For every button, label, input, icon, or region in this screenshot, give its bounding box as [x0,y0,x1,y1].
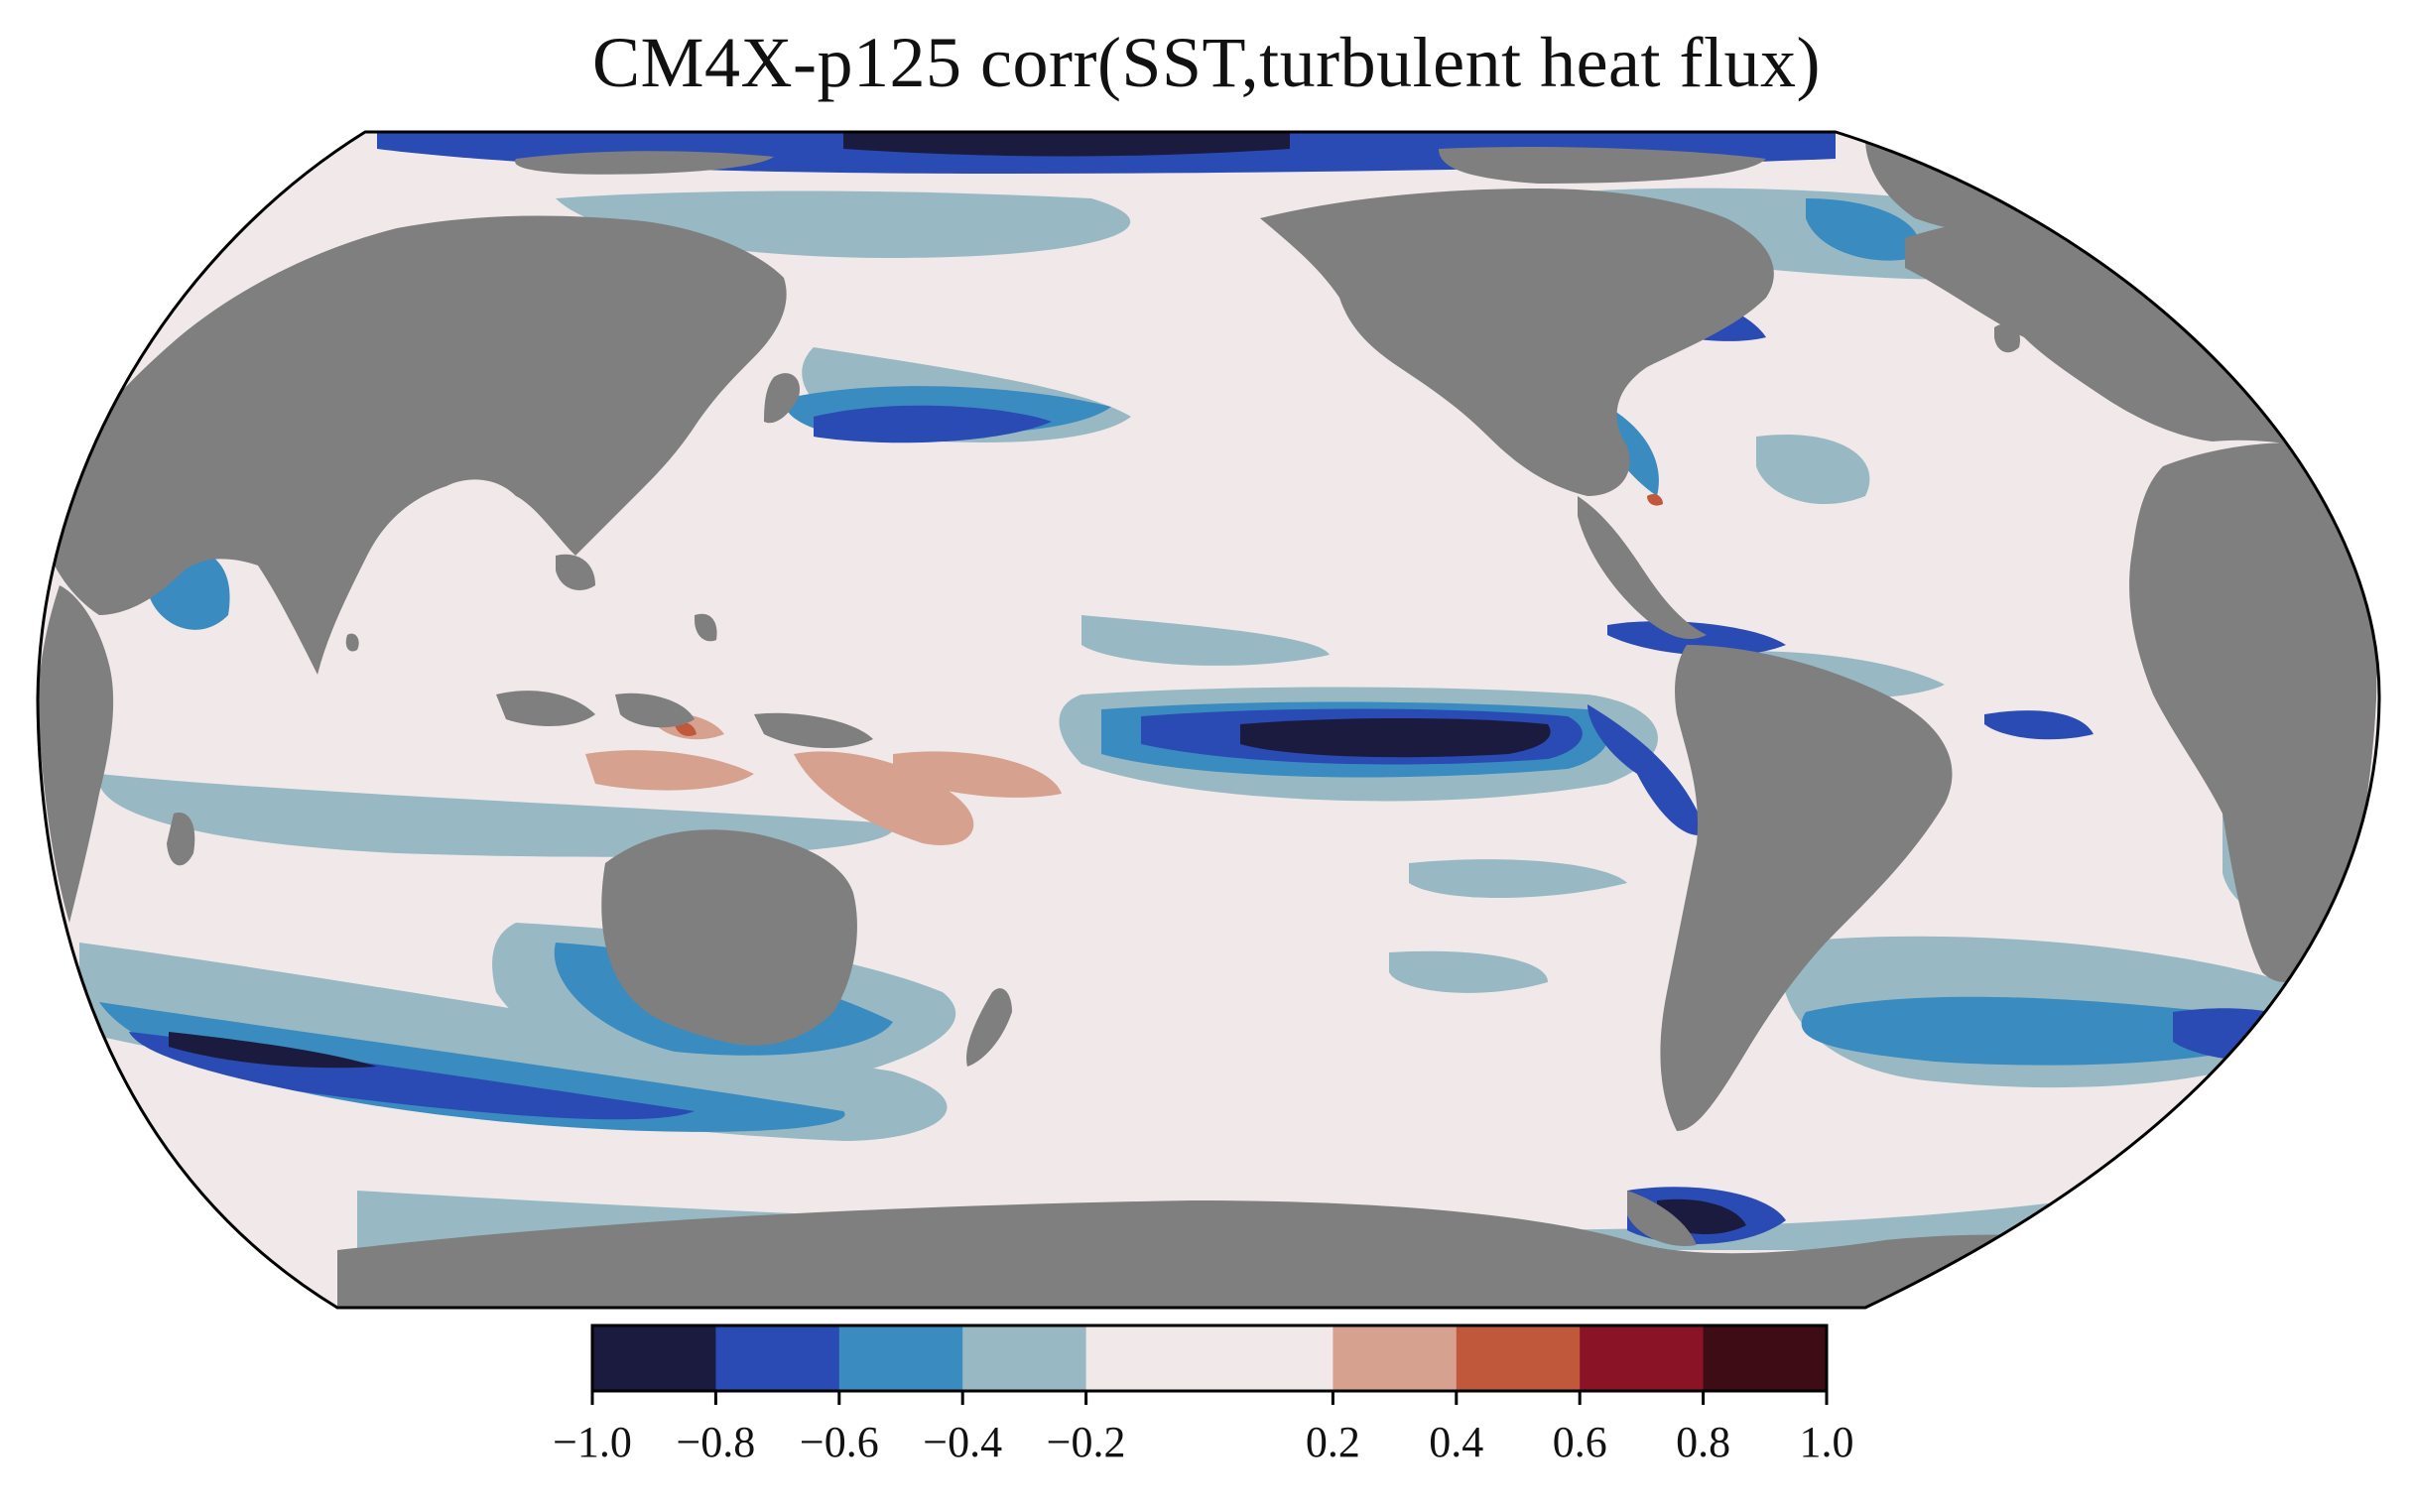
colorbar-frame [590,1323,1829,1393]
colorbar-tick-label: 0.8 [1676,1418,1730,1466]
colorbar-bin [1085,1325,1334,1391]
land-africa-west [38,585,114,923]
colorbar-tick-label: −0.2 [1047,1418,1126,1466]
colorbar-bin [1703,1325,1828,1391]
colorbar-bin [1333,1325,1458,1391]
colorbar-tick-label: −0.4 [923,1418,1002,1466]
colorbar-bin [592,1325,716,1391]
very-strong-negative-correlation [169,132,1746,1235]
land-indonesia [496,691,595,726]
land-madagascar [167,813,195,866]
land-antarctica [337,1200,2163,1308]
colorbar-tick-label: 0.4 [1429,1418,1483,1466]
land-masses [38,137,2377,1308]
land-arctic-islands [1439,147,1766,184]
land-new-zealand [966,988,1012,1067]
colorbar-bin [1580,1325,1705,1391]
colorbar-tick-label: 0.2 [1306,1418,1360,1466]
colorbar-tick-label: −1.0 [553,1418,632,1466]
land-central-america [1578,496,1707,640]
map-title: CM4X-p125 corr(SST,turbulent heat flux) [592,23,1821,102]
colorbar-bin [1456,1325,1581,1391]
colorbar-tick-label: 1.0 [1800,1418,1854,1466]
weak-positive-correlation [585,712,1062,845]
land-africa [2129,442,2377,982]
colorbar-bin [715,1325,840,1391]
land-japan [764,373,800,424]
land-north-america [1260,189,1774,496]
land-australia [601,829,857,1046]
map-boundary [36,130,2381,1310]
colorbar-tick-label: −0.8 [676,1418,755,1466]
land-south-america [1660,645,1953,1131]
colorbar-bin [962,1325,1087,1391]
land-asia [40,215,787,675]
colorbar-tick-label: 0.6 [1553,1418,1607,1466]
colorbar-bin [838,1325,963,1391]
colorbar-tick-label: −0.6 [800,1418,879,1466]
